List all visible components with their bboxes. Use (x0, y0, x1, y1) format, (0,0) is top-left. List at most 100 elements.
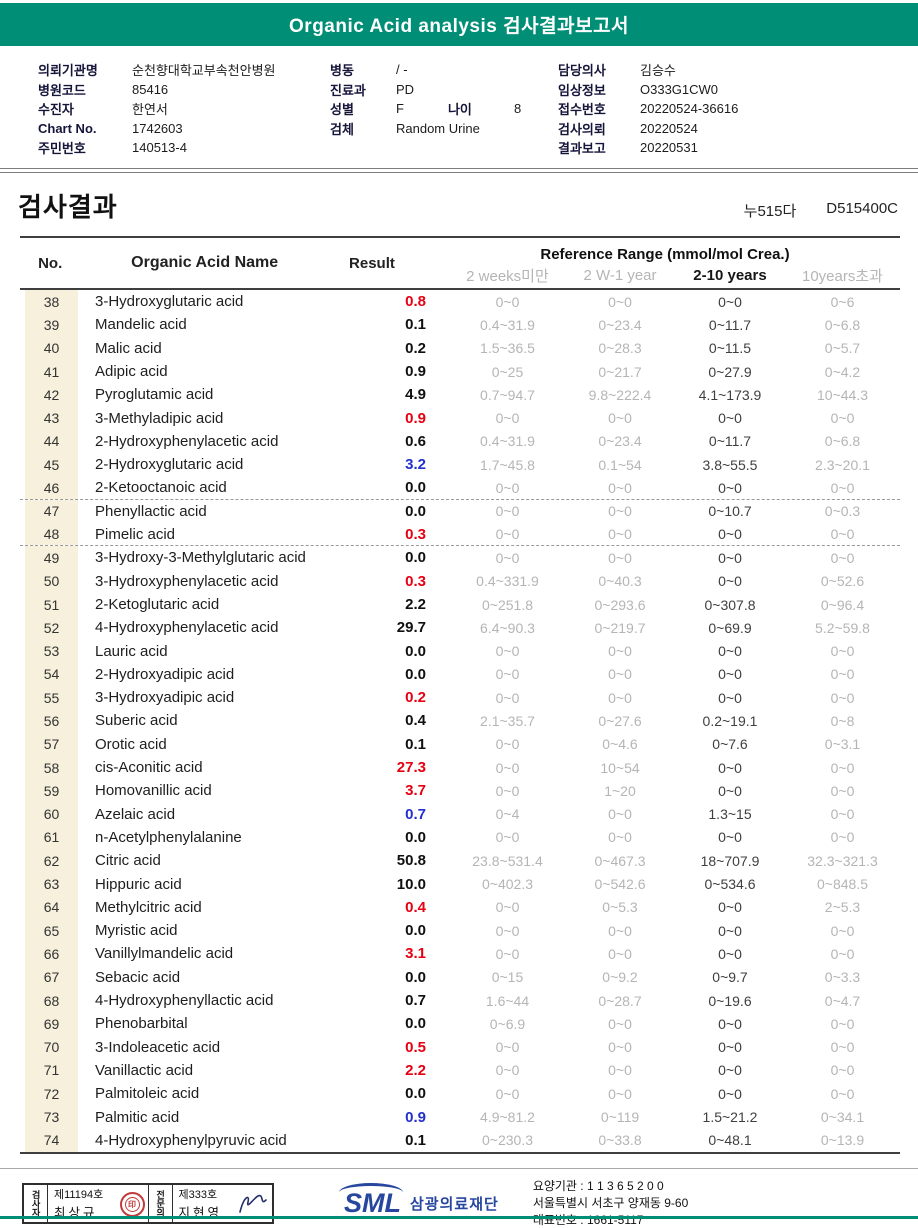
table-row: 55 3-Hydroxyadipic acid 0.2 0~0 0~0 0~0 0~0 (20, 686, 900, 710)
result-value: 0.2 (405, 339, 426, 357)
acid-name: Orotic acid (95, 735, 167, 753)
ref-2weeks: 1.6~44 (485, 992, 530, 1009)
acid-name: 4-Hydroxyphenyllactic acid (95, 992, 274, 1010)
header-ref-2-10years: 2-10 years (693, 267, 767, 284)
specialist-label-text: 전문의 (155, 1189, 166, 1217)
table-row: 71 Vanillactic acid 2.2 0~0 0~0 0~0 0~0 (20, 1058, 900, 1083)
result-value: 0.6 (405, 432, 426, 450)
ref-2weeks: 0.7~94.7 (480, 386, 535, 403)
examiner-label: 검사자 (24, 1184, 48, 1222)
info-row: 의뢰기관명 순천향대학교부속천안병원 (38, 60, 276, 80)
acid-name: 3-Hydroxy-3-Methylglutaric acid (95, 549, 306, 567)
result-value: 0.9 (405, 409, 426, 427)
table-row: 38 3-Hydroxyglutaric acid 0.8 0~0 0~0 0~0 0~6 (20, 290, 900, 314)
ref-2-10years: 0~0 (718, 573, 742, 590)
table-row: 47 Phenyllactic acid 0.0 0~0 0~0 0~10.7 0~0.3 (20, 499, 900, 523)
ref-2w-1year: 0~0 (608, 666, 632, 683)
info-label: 담당의사 (558, 63, 606, 79)
result-value: 0.0 (405, 479, 426, 497)
ref-2weeks: 0~0 (495, 503, 520, 520)
ref-2w-1year: 0~40.3 (598, 573, 642, 590)
ref-2-10years: 0~0 (718, 643, 742, 660)
acid-name: 2-Ketooctanoic acid (95, 479, 227, 497)
ref-2w-1year: 0.1~54 (598, 456, 642, 473)
ref-10years: 0~3.3 (824, 969, 861, 986)
result-value: 0.9 (405, 1108, 426, 1126)
results-table-header: No. Organic Acid Name Result Reference R… (20, 238, 900, 290)
report-title-banner: Organic Acid analysis 검사결과보고서 (0, 3, 918, 46)
ref-2weeks: 0~15 (491, 969, 524, 986)
ref-2weeks: 0~0 (495, 1085, 520, 1102)
ref-2weeks: 0~402.3 (482, 876, 533, 893)
table-row: 48 Pimelic acid 0.3 0~0 0~0 0~0 0~0 (20, 522, 900, 547)
ref-2-10years: 0~9.7 (712, 969, 748, 986)
result-value: 0.5 (405, 1038, 426, 1056)
ref-2w-1year: 0~0 (608, 829, 632, 846)
ref-2w-1year: 0~23.4 (598, 316, 642, 333)
row-no: 55 (25, 686, 78, 710)
ref-2-10years: 0~0 (718, 1062, 742, 1079)
result-value: 4.9 (405, 386, 426, 404)
result-value: 0.3 (405, 572, 426, 590)
info-value: PD (396, 81, 415, 97)
ref-2weeks: 0~0 (495, 526, 520, 543)
ref-10years: 0~96.4 (820, 596, 865, 613)
result-value: 50.8 (396, 852, 426, 870)
ref-2w-1year: 0~542.6 (594, 876, 646, 893)
ref-2-10years: 0~0 (718, 1015, 742, 1032)
ref-2w-1year: 0~0 (608, 689, 632, 706)
ref-2w-1year: 0~467.3 (594, 852, 646, 869)
row-no: 73 (25, 1105, 78, 1129)
result-value: 0.2 (405, 689, 426, 707)
result-value: 0.0 (405, 828, 426, 846)
test-codes: 누515다 D515400C (744, 200, 898, 224)
ref-2-10years: 0~0 (718, 526, 742, 543)
info-row: 진료과 PD (330, 80, 521, 100)
ref-2-10years: 0~19.6 (708, 992, 752, 1009)
ref-10years: 2~5.3 (824, 899, 861, 916)
ref-2-10years: 0~11.7 (708, 433, 752, 450)
row-no: 65 (25, 919, 78, 943)
result-value: 29.7 (396, 619, 426, 637)
info-row: 주민번호 140513-4 (38, 138, 276, 158)
info-row: 접수번호 20220524-36616 (558, 99, 738, 119)
row-no: 69 (25, 1012, 78, 1036)
ref-10years: 0~6.8 (824, 316, 861, 333)
acid-name: 3-Hydroxyadipic acid (95, 689, 235, 707)
ref-10years: 0~0 (830, 1085, 855, 1102)
ref-2w-1year: 0~293.6 (594, 596, 646, 613)
ref-2weeks: 0~0 (495, 410, 520, 427)
row-no: 50 (25, 569, 78, 593)
ref-2-10years: 1.5~21.2 (702, 1109, 758, 1126)
header-ref-2w-1year: 2 W-1 year (583, 267, 657, 284)
section-title: 검사결과 (18, 192, 118, 222)
table-row: 64 Methylcitric acid 0.4 0~0 0~5.3 0~0 2~5.3 (20, 895, 900, 920)
ref-2weeks: 0~0 (495, 549, 520, 566)
result-value: 0.0 (405, 1085, 426, 1103)
acid-name: 4-Hydroxyphenylacetic acid (95, 619, 279, 637)
ref-2-10years: 0~0 (718, 666, 742, 683)
ref-2w-1year: 0~0 (608, 1062, 632, 1079)
table-row: 56 Suberic acid 0.4 2.1~35.7 0~27.6 0.2~19.1 0… (20, 709, 900, 733)
lab-logo: SML 삼광의료재단 (339, 1182, 499, 1217)
results-section-header: 검사결과 누515다 D515400C (0, 173, 918, 232)
ref-2w-1year: 0~28.3 (598, 340, 642, 357)
table-row: 59 Homovanillic acid 3.7 0~0 1~20 0~0 0~0 (20, 779, 900, 803)
ref-2weeks: 1.7~45.8 (480, 456, 535, 473)
ref-2w-1year: 0~0 (608, 643, 632, 660)
table-row: 57 Orotic acid 0.1 0~0 0~4.6 0~7.6 0~3.1 (20, 732, 900, 756)
ref-10years: 0~4.2 (824, 363, 861, 380)
result-value: 0.4 (405, 898, 426, 916)
ref-2-10years: 0~0 (718, 899, 742, 916)
table-row: 60 Azelaic acid 0.7 0~4 0~0 1.3~15 0~0 (20, 802, 900, 826)
info-value: 20220524-36616 (640, 101, 739, 117)
row-no: 72 (25, 1082, 78, 1106)
ref-10years: 0~848.5 (817, 876, 868, 893)
ref-2weeks: 0~6.9 (489, 1015, 526, 1032)
row-no: 57 (25, 732, 78, 756)
acid-name: Pimelic acid (95, 525, 176, 543)
row-no: 68 (25, 988, 78, 1013)
ref-2-10years: 0~69.9 (708, 619, 752, 636)
ref-2w-1year: 1~20 (604, 782, 636, 799)
result-value: 2.2 (405, 1061, 426, 1079)
